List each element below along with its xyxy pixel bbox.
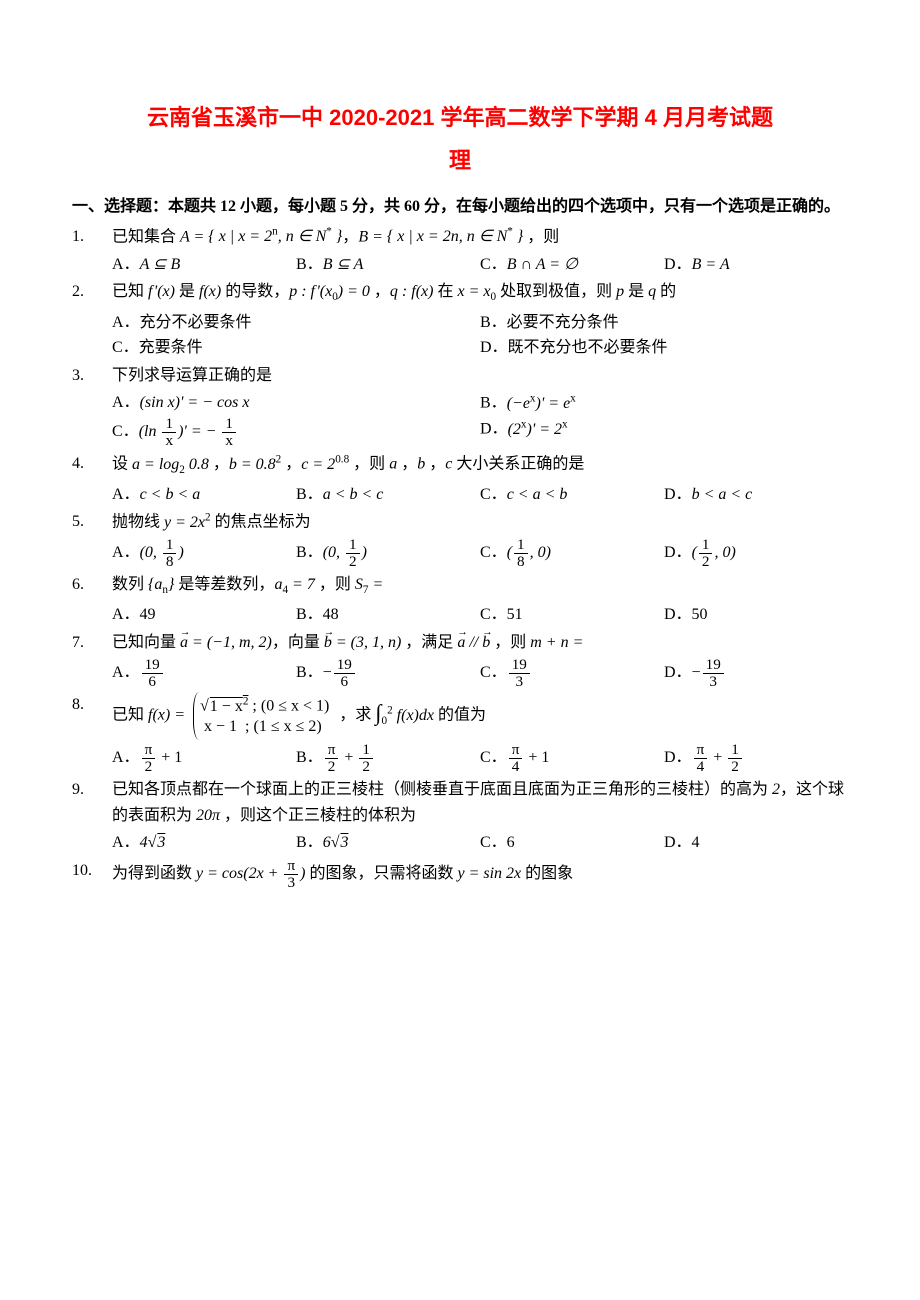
- question-options: A．(0, 18)B．(0, 12)C．(18, 0)D．(12, 0): [112, 537, 848, 570]
- question-stem: 已知集合 A = { x | x = 2n, n ∈ N* }，B = { x …: [112, 224, 848, 250]
- option-A: A．π2 + 1: [112, 742, 296, 775]
- option-D: D．π4 + 12: [664, 742, 848, 775]
- question-options: A．196B．−196C．193D．−193: [112, 657, 848, 690]
- option-B: B．B ⊆ A: [296, 252, 480, 278]
- question-6: 6.数列 {an} 是等差数列，a4 = 7 ，则 S7 =A．49B．48C．…: [72, 572, 848, 628]
- question-1: 1.已知集合 A = { x | x = 2n, n ∈ N* }，B = { …: [72, 224, 848, 278]
- option-D: D．50: [664, 602, 848, 628]
- option-B: B．π2 + 12: [296, 742, 480, 775]
- question-stem: 已知向量 a = (−1, m, 2)，向量 b = (3, 1, n) ，满足…: [112, 630, 848, 656]
- question-2: 2.已知 f '(x) 是 f(x) 的导数，p : f '(x0) = 0 ，…: [72, 279, 848, 360]
- question-9: 9.已知各顶点都在一个球面上的正三棱柱（侧棱垂直于底面且底面为正三角形的三棱柱）…: [72, 777, 848, 856]
- question-options: A．(sin x)' = − cos xB．(−ex)' = exC．(ln 1…: [112, 390, 848, 449]
- question-options: A．c < b < aB．a < b < cC．c < a < bD．b < a…: [112, 482, 848, 508]
- option-A: A．49: [112, 602, 296, 628]
- question-stem: 下列求导运算正确的是: [112, 363, 848, 389]
- option-D: D．−193: [664, 657, 848, 690]
- option-C: C．B ∩ A = ∅: [480, 252, 664, 278]
- option-D: D．B = A: [664, 252, 848, 278]
- option-B: B．6√3: [296, 830, 480, 856]
- option-C: C．(18, 0): [480, 537, 664, 570]
- question-body: 为得到函数 y = cos(2x + π3) 的图象，只需将函数 y = sin…: [112, 858, 848, 891]
- option-B: B．(−ex)' = ex: [480, 390, 848, 416]
- option-C: C．51: [480, 602, 664, 628]
- option-C: C．193: [480, 657, 664, 690]
- page-subtitle: 理: [72, 143, 848, 178]
- question-7: 7.已知向量 a = (−1, m, 2)，向量 b = (3, 1, n) ，…: [72, 630, 848, 691]
- question-body: 已知 f '(x) 是 f(x) 的导数，p : f '(x0) = 0 ，q …: [112, 279, 848, 360]
- question-body: 数列 {an} 是等差数列，a4 = 7 ，则 S7 =A．49B．48C．51…: [112, 572, 848, 628]
- option-D: D．4: [664, 830, 848, 856]
- option-D: D．(12, 0): [664, 537, 848, 570]
- option-D: D．b < a < c: [664, 482, 848, 508]
- option-B: B．必要不充分条件: [480, 310, 848, 336]
- option-A: A．4√3: [112, 830, 296, 856]
- option-B: B．−196: [296, 657, 480, 690]
- option-C: C．(ln 1x)' = − 1x: [112, 416, 480, 449]
- page-title: 云南省玉溪市一中 2020-2021 学年高二数学下学期 4 月月考试题: [72, 100, 848, 135]
- option-A: A．A ⊆ B: [112, 252, 296, 278]
- question-stem: 设 a = log2 0.8 ，b = 0.82 ，c = 20.8 ，则 a …: [112, 451, 848, 479]
- question-body: 下列求导运算正确的是A．(sin x)' = − cos xB．(−ex)' =…: [112, 363, 848, 449]
- question-stem: 已知 f(x) = √1 − x2 ; (0 ≤ x < 1) x − 1 ; …: [112, 692, 848, 740]
- question-4: 4.设 a = log2 0.8 ，b = 0.82 ，c = 20.8 ，则 …: [72, 451, 848, 507]
- question-body: 已知集合 A = { x | x = 2n, n ∈ N* }，B = { x …: [112, 224, 848, 278]
- option-A: A．(0, 18): [112, 537, 296, 570]
- option-C: C．充要条件: [112, 335, 480, 361]
- question-number: 10.: [72, 858, 112, 891]
- option-A: A．c < b < a: [112, 482, 296, 508]
- option-C: C．c < a < b: [480, 482, 664, 508]
- question-number: 4.: [72, 451, 112, 507]
- question-stem: 已知 f '(x) 是 f(x) 的导数，p : f '(x0) = 0 ，q …: [112, 279, 848, 307]
- question-stem: 抛物线 y = 2x2 的焦点坐标为: [112, 509, 848, 535]
- question-10: 10.为得到函数 y = cos(2x + π3) 的图象，只需将函数 y = …: [72, 858, 848, 891]
- question-3: 3.下列求导运算正确的是A．(sin x)' = − cos xB．(−ex)'…: [72, 363, 848, 449]
- question-options: A．π2 + 1B．π2 + 12C．π4 + 1D．π4 + 12: [112, 742, 848, 775]
- question-body: 已知 f(x) = √1 − x2 ; (0 ≤ x < 1) x − 1 ; …: [112, 692, 848, 775]
- option-B: B．48: [296, 602, 480, 628]
- question-body: 设 a = log2 0.8 ，b = 0.82 ，c = 20.8 ，则 a …: [112, 451, 848, 507]
- question-list: 1.已知集合 A = { x | x = 2n, n ∈ N* }，B = { …: [72, 224, 848, 891]
- question-number: 7.: [72, 630, 112, 691]
- question-body: 已知各顶点都在一个球面上的正三棱柱（侧棱垂直于底面且底面为正三角形的三棱柱）的高…: [112, 777, 848, 856]
- section-1-head: 一、选择题：本题共 12 小题，每小题 5 分，共 60 分，在每小题给出的四个…: [72, 194, 848, 220]
- question-stem: 数列 {an} 是等差数列，a4 = 7 ，则 S7 =: [112, 572, 848, 600]
- question-5: 5.抛物线 y = 2x2 的焦点坐标为A．(0, 18)B．(0, 12)C．…: [72, 509, 848, 570]
- question-options: A．49B．48C．51D．50: [112, 602, 848, 628]
- question-body: 抛物线 y = 2x2 的焦点坐标为A．(0, 18)B．(0, 12)C．(1…: [112, 509, 848, 570]
- question-number: 2.: [72, 279, 112, 360]
- option-C: C．6: [480, 830, 664, 856]
- question-stem: 为得到函数 y = cos(2x + π3) 的图象，只需将函数 y = sin…: [112, 858, 848, 891]
- question-8: 8.已知 f(x) = √1 − x2 ; (0 ≤ x < 1) x − 1 …: [72, 692, 848, 775]
- option-D: D．(2x)' = 2x: [480, 416, 848, 449]
- option-B: B．a < b < c: [296, 482, 480, 508]
- option-C: C．π4 + 1: [480, 742, 664, 775]
- option-A: A．196: [112, 657, 296, 690]
- question-body: 已知向量 a = (−1, m, 2)，向量 b = (3, 1, n) ，满足…: [112, 630, 848, 691]
- question-number: 8.: [72, 692, 112, 775]
- option-B: B．(0, 12): [296, 537, 480, 570]
- option-A: A．充分不必要条件: [112, 310, 480, 336]
- question-number: 3.: [72, 363, 112, 449]
- option-A: A．(sin x)' = − cos x: [112, 390, 480, 416]
- question-number: 5.: [72, 509, 112, 570]
- question-number: 1.: [72, 224, 112, 278]
- question-options: A．充分不必要条件B．必要不充分条件C．充要条件D．既不充分也不必要条件: [112, 310, 848, 361]
- question-options: A．A ⊆ BB．B ⊆ AC．B ∩ A = ∅D．B = A: [112, 252, 848, 278]
- question-number: 6.: [72, 572, 112, 628]
- option-D: D．既不充分也不必要条件: [480, 335, 848, 361]
- question-options: A．4√3B．6√3C．6D．4: [112, 830, 848, 856]
- question-number: 9.: [72, 777, 112, 856]
- question-stem: 已知各顶点都在一个球面上的正三棱柱（侧棱垂直于底面且底面为正三角形的三棱柱）的高…: [112, 777, 848, 828]
